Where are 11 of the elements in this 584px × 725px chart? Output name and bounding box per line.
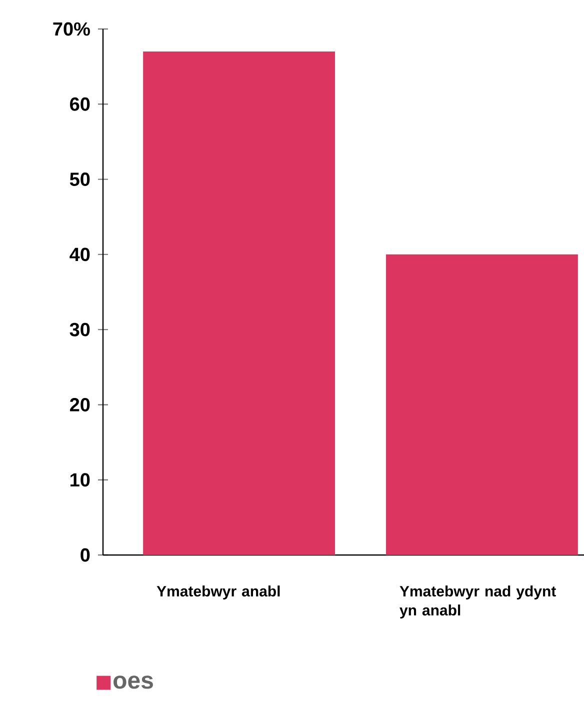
legend-label: oes xyxy=(114,676,153,689)
y-tick-label: 50 xyxy=(70,172,90,186)
y-tick-label: 20 xyxy=(70,398,90,412)
y-tick-label: 30 xyxy=(70,322,90,336)
y-tick-label: 40 xyxy=(70,248,90,262)
x-tick-label: Ymatebwyr anabl xyxy=(156,586,280,600)
x-tick-label: Ymatebwyr nad ydynt yn anabl xyxy=(400,586,556,619)
y-tick-label: 70% xyxy=(53,22,90,36)
y-tick-label: 10 xyxy=(70,473,90,487)
y-tick-label: 60 xyxy=(70,97,90,111)
y-tick-label: 0 xyxy=(80,548,90,562)
